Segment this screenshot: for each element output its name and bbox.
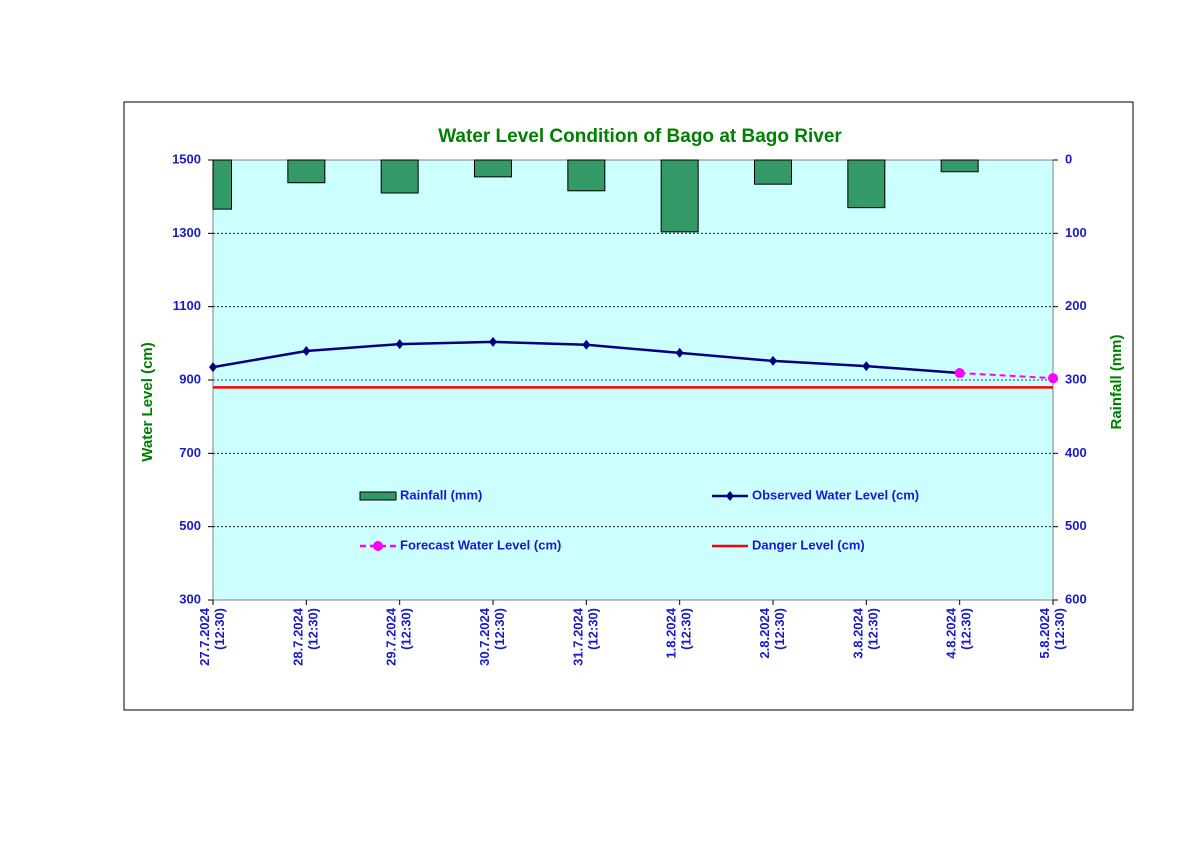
legend-marker — [726, 491, 734, 501]
y-axis-label: Water Level (cm) — [139, 342, 156, 461]
bar — [380, 159, 419, 194]
legend-item: Observed Water Level (cm) — [712, 487, 919, 502]
y-tick-label: 700 — [179, 445, 201, 460]
legend-label: Forecast Water Level (cm) — [400, 537, 561, 552]
y2-tick-label: 500 — [1065, 518, 1087, 533]
y2-tick-label: 400 — [1065, 445, 1087, 460]
point — [395, 339, 404, 350]
point — [209, 362, 217, 373]
x-tick-label: 27.7.2024(12:30) — [197, 607, 227, 666]
legend-item: Forecast Water Level (cm) — [360, 537, 561, 552]
point — [769, 355, 777, 366]
y-tick-label: 1100 — [173, 298, 201, 313]
legend-item: Danger Level (cm) — [712, 537, 865, 552]
legend-swatch — [359, 491, 397, 501]
y-tick-label: 300 — [179, 591, 201, 606]
legend-marker — [373, 541, 383, 551]
bar — [754, 159, 792, 185]
y2-tick-label: 600 — [1065, 591, 1087, 606]
x-tick-label: 28.7.2024(12:30) — [291, 607, 321, 666]
y-tick-label: 900 — [179, 371, 201, 386]
legend-label: Rainfall (mm) — [400, 487, 482, 502]
x-tick-label: 29.7.2024(12:30) — [384, 607, 414, 666]
bar — [940, 159, 979, 173]
x-tick-label: 2.8.2024(12:30) — [757, 607, 787, 658]
y2-tick-label: 100 — [1065, 225, 1087, 240]
bar — [660, 159, 699, 233]
point — [302, 346, 311, 357]
point — [954, 368, 965, 379]
y2-tick-label: 200 — [1065, 298, 1087, 313]
bar — [474, 159, 512, 178]
point — [1048, 373, 1058, 384]
y2-tick-label: 300 — [1065, 371, 1087, 386]
y2-axis-label: Rainfall (mm) — [1108, 334, 1125, 429]
x-tick-label: 3.8.2024(12:30) — [851, 607, 881, 658]
x-tick-label: 31.7.2024(12:30) — [571, 607, 601, 666]
bar — [212, 159, 232, 210]
y-tick-label: 500 — [179, 518, 201, 533]
point — [489, 336, 497, 347]
x-tick-label: 4.8.2024(12:30) — [944, 607, 974, 658]
point — [582, 339, 591, 350]
legend-item: Rainfall (mm) — [359, 487, 482, 502]
chart-title: Water Level Condition of Bago at Bago Ri… — [438, 126, 842, 147]
legend-label: Danger Level (cm) — [752, 537, 865, 552]
bar — [567, 159, 606, 192]
line — [959, 372, 1054, 380]
legend-label: Observed Water Level (cm) — [752, 487, 919, 502]
point — [862, 361, 871, 372]
y-tick-label: 1300 — [172, 225, 201, 240]
y-tick-label: 1500 — [172, 151, 201, 166]
y2-tick-label: 0 — [1065, 151, 1072, 166]
bar — [287, 159, 326, 184]
x-tick-label: 5.8.2024(12:30) — [1037, 607, 1067, 658]
x-tick-label: 1.8.2024(12:30) — [664, 607, 694, 658]
bar — [847, 159, 886, 209]
point — [675, 347, 684, 358]
x-tick-label: 30.7.2024(12:30) — [477, 607, 507, 666]
